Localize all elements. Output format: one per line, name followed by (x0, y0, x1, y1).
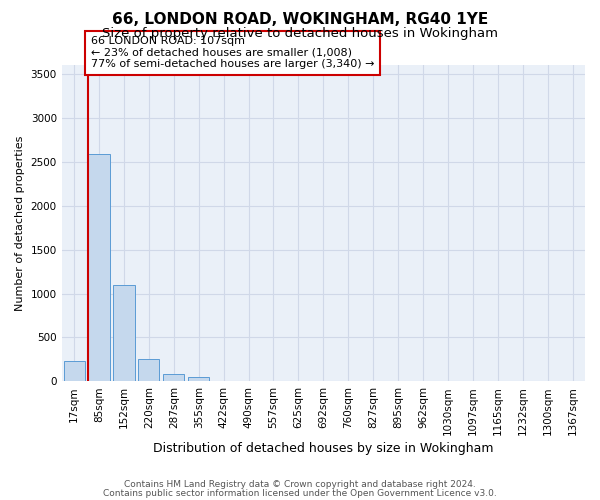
Bar (113, 285, 134, 382)
Bar (138, 358, 160, 382)
Text: Size of property relative to detached houses in Wokingham: Size of property relative to detached ho… (102, 28, 498, 40)
Text: Contains HM Land Registry data © Crown copyright and database right 2024.: Contains HM Land Registry data © Crown c… (124, 480, 476, 489)
Text: 66 LONDON ROAD: 107sqm
← 23% of detached houses are smaller (1,008)
77% of semi-: 66 LONDON ROAD: 107sqm ← 23% of detached… (91, 36, 374, 70)
Y-axis label: Number of detached properties: Number of detached properties (15, 136, 25, 311)
Bar (188, 378, 209, 382)
Text: Contains public sector information licensed under the Open Government Licence v3: Contains public sector information licen… (103, 488, 497, 498)
Bar (163, 374, 184, 382)
X-axis label: Distribution of detached houses by size in Wokingham: Distribution of detached houses by size … (153, 442, 494, 455)
Bar (88, 154, 110, 382)
Text: 66, LONDON ROAD, WOKINGHAM, RG40 1YE: 66, LONDON ROAD, WOKINGHAM, RG40 1YE (112, 12, 488, 28)
Bar (64, 361, 85, 382)
